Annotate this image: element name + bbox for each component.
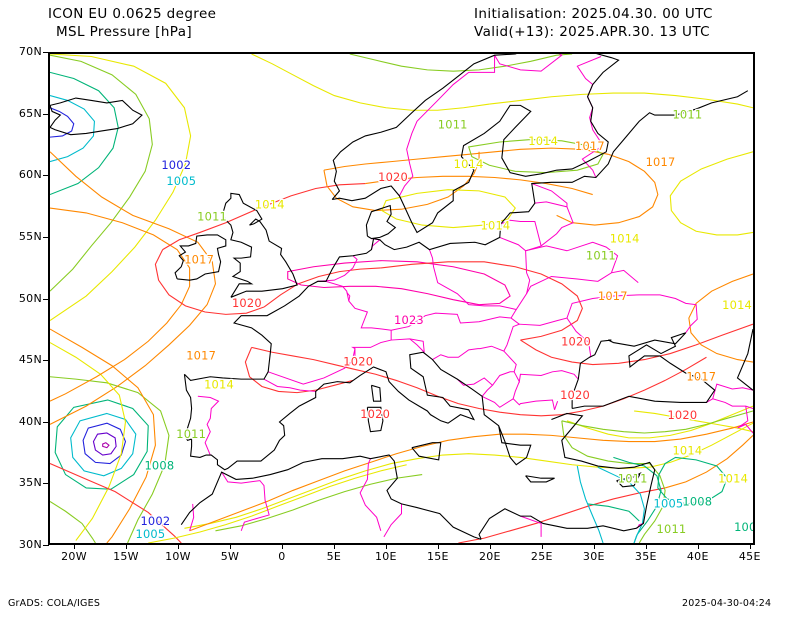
- contour-label: 1011: [672, 107, 702, 121]
- lat-tickmark: [43, 175, 49, 177]
- lat-tick-55n: 55N: [18, 229, 42, 243]
- contour-label: 1020: [343, 354, 373, 368]
- contour-label: 1014: [610, 231, 640, 245]
- lon-tick-5e: 5E: [326, 550, 342, 563]
- contour-label: 1014: [204, 377, 234, 391]
- contour-label: 1014: [481, 219, 511, 233]
- lon-tickmark: [73, 544, 75, 549]
- lat-tickmark: [43, 483, 49, 485]
- map-plot-area: 1002 1005 1011 1014 1017 1020 1017 1014 1011 1008…: [48, 52, 755, 545]
- contour-label: 1008: [144, 459, 174, 473]
- contour-label: 1005: [166, 174, 196, 188]
- lat-tick-60n: 60N: [18, 168, 42, 182]
- lon-tickmark: [177, 544, 179, 549]
- contour-label: 1002: [140, 514, 170, 528]
- lon-tick-10w: 10W: [165, 550, 191, 563]
- lat-tick-65n: 65N: [18, 106, 42, 120]
- lon-tick-35e: 35E: [634, 550, 657, 563]
- lat-tick-45n: 45N: [18, 353, 42, 367]
- contour-label: 1014: [672, 444, 702, 458]
- contour-label: 1017: [598, 289, 628, 303]
- lat-tick-35n: 35N: [18, 476, 42, 490]
- lon-tick-45e: 45E: [738, 550, 761, 563]
- model-title: ICON EU 0.0625 degree: [48, 6, 217, 22]
- contour-labels: 1002100510111014101710201017101410111008…: [134, 106, 753, 542]
- contour-label: 1011: [197, 210, 227, 224]
- contour-label: 1017: [686, 369, 716, 383]
- lat-tickmark: [43, 52, 49, 53]
- lat-tickmark: [43, 236, 49, 238]
- lon-tickmark: [437, 544, 439, 549]
- contour-label: 1011: [657, 522, 687, 536]
- contour-label: 1005: [654, 496, 684, 510]
- lon-tick-25e: 25E: [530, 550, 553, 563]
- coastlines: [50, 54, 753, 540]
- grads-credit: GrADS: COLA/IGES: [8, 598, 101, 609]
- lon-tickmark: [645, 544, 647, 549]
- lon-tick-30e: 30E: [582, 550, 605, 563]
- lon-tick-20w: 20W: [61, 550, 87, 563]
- contour-label: 1008: [682, 494, 712, 508]
- contour-label: 1017: [646, 155, 676, 169]
- lon-tickmark: [385, 544, 387, 549]
- lon-tickmark: [229, 544, 231, 549]
- lat-tick-70n: 70N: [18, 45, 42, 58]
- lon-tickmark: [697, 544, 699, 549]
- lat-tick-30n: 30N: [18, 538, 42, 551]
- lon-tickmark: [593, 544, 595, 549]
- contour-label: 1011: [586, 248, 616, 262]
- lat-tickmark: [43, 360, 49, 362]
- contour-label: 1008: [734, 520, 753, 534]
- contour-lines: [50, 54, 753, 543]
- variable-title: MSL Pressure [hPa]: [56, 24, 193, 40]
- contour-label: 1014: [255, 198, 285, 212]
- lon-tick-15e: 15E: [426, 550, 449, 563]
- lat-tickmark: [43, 113, 49, 115]
- lon-tickmark: [541, 544, 543, 549]
- lat-tickmark: [43, 421, 49, 423]
- lon-tick-0: 0: [278, 550, 286, 563]
- render-timestamp: 2025-04-30-04:24: [682, 598, 772, 609]
- contour-label: 1011: [618, 472, 648, 486]
- contour-label: 1020: [560, 388, 590, 402]
- lon-tick-5w: 5W: [220, 550, 240, 563]
- contour-label: 1005: [135, 527, 165, 541]
- lon-tick-20e: 20E: [478, 550, 501, 563]
- lon-tick-10e: 10E: [374, 550, 397, 563]
- contour-label: 1014: [718, 472, 748, 486]
- pressure-contour-map: 1002100510111014101710201017101410111008…: [50, 54, 753, 543]
- contour-label: 1020: [667, 408, 697, 422]
- contour-label: 1020: [232, 296, 262, 310]
- contour-label: 1017: [186, 349, 216, 363]
- lon-tickmark: [333, 544, 335, 549]
- contour-label: 1020: [360, 407, 390, 421]
- lon-tickmark: [125, 544, 127, 549]
- contour-label: 1017: [184, 252, 214, 266]
- contour-label: 1002: [161, 158, 191, 172]
- lon-tickmark: [749, 544, 751, 549]
- lat-tickmark: [43, 545, 49, 546]
- valid-time: Valid(+13): 2025.APR.30. 13 UTC: [474, 24, 711, 40]
- initialisation-time: Initialisation: 2025.04.30. 00 UTC: [474, 6, 713, 22]
- contour-label: 1014: [454, 157, 484, 171]
- lat-tick-40n: 40N: [18, 414, 42, 428]
- contour-label: 1014: [722, 298, 752, 312]
- contour-label: 1020: [378, 170, 408, 184]
- lat-tick-50n: 50N: [18, 291, 42, 305]
- contour-label: 1011: [438, 117, 468, 131]
- country-borders: [189, 54, 753, 538]
- lat-tickmark: [43, 298, 49, 300]
- contour-label: 1014: [528, 134, 558, 148]
- lon-tick-40e: 40E: [686, 550, 709, 563]
- contour-label: 1017: [575, 139, 605, 153]
- contour-label: 1011: [176, 427, 206, 441]
- contour-label: 1023: [394, 313, 424, 327]
- lon-tick-15w: 15W: [113, 550, 139, 563]
- lon-tickmark: [281, 544, 283, 549]
- contour-label: 1020: [561, 335, 591, 349]
- lon-tickmark: [489, 544, 491, 549]
